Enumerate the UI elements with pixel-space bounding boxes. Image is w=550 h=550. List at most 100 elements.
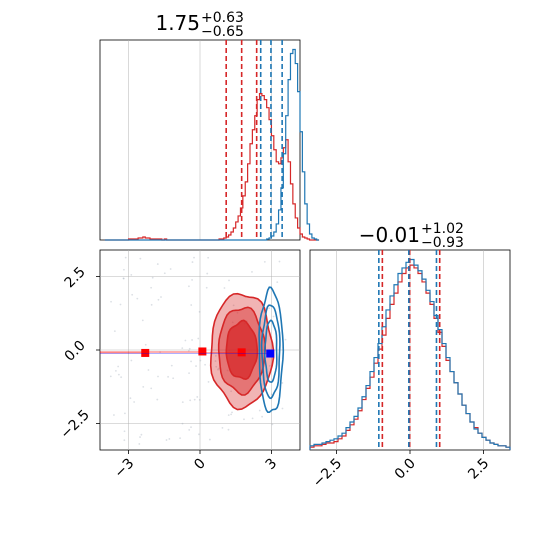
- quantile-lines-top-left: [225, 40, 283, 240]
- scatter-point: [139, 257, 142, 260]
- scatter-point: [140, 433, 143, 436]
- scatter-point: [221, 426, 224, 429]
- marker-point-3: [266, 349, 275, 358]
- scatter-point: [139, 436, 141, 438]
- scatter-point: [165, 439, 168, 441]
- scatter-point: [258, 409, 261, 412]
- scatter-point: [179, 437, 182, 440]
- scatter-point: [206, 272, 209, 275]
- scatter-point: [109, 375, 112, 378]
- scatter-point: [141, 319, 144, 322]
- bl-y-tick-label-1: 0.0: [62, 338, 89, 365]
- contour-1-1: [260, 304, 281, 400]
- scatter-point: [138, 443, 141, 445]
- scatter-point: [169, 268, 172, 270]
- scatter-point: [117, 373, 120, 376]
- scatter-point: [197, 337, 200, 340]
- scatter-point: [117, 365, 120, 368]
- quantile-lines-bottom-right: [378, 250, 441, 450]
- scatter-point: [271, 423, 274, 426]
- scatter-point: [131, 293, 134, 296]
- scatter-point: [144, 343, 147, 346]
- scatter-points: [109, 256, 287, 445]
- scatter-point: [122, 277, 125, 280]
- scatter-point: [198, 398, 201, 401]
- br-x-tick-label-2: 2.5: [465, 456, 492, 483]
- scatter-point: [251, 271, 253, 273]
- scatter-point: [272, 315, 275, 318]
- scatter-point: [207, 256, 210, 259]
- x-tick-labels-bottom-left: −3 0 3: [111, 450, 280, 481]
- scatter-point: [190, 426, 192, 429]
- scatter-point: [227, 414, 230, 417]
- scatter-point: [157, 298, 160, 301]
- scatter-point: [284, 338, 287, 341]
- scatter-point: [157, 375, 159, 378]
- title-top-left-value: 1.75: [155, 11, 200, 35]
- scatter-point: [227, 428, 230, 431]
- scatter-point: [167, 375, 169, 378]
- scatter-point: [170, 364, 173, 367]
- scatter-point: [208, 438, 211, 441]
- bl-y-tick-label-0: 2.5: [62, 264, 89, 291]
- scatter-point: [133, 401, 136, 403]
- scatter-point: [205, 286, 208, 289]
- tl-histogram-series-0: [104, 93, 320, 241]
- bl-x-tick-label-2: 3: [263, 456, 281, 474]
- bl-x-tick-label-0: −3: [111, 456, 137, 482]
- scatter-point: [199, 359, 202, 362]
- marginal-histogram-y: −2.5 0.0 2.5 −0.01 +1.02 −0.93: [309, 221, 511, 491]
- scatter-point: [110, 300, 112, 303]
- scatter-point: [181, 347, 184, 350]
- scatter-point: [231, 321, 234, 324]
- scatter-point: [231, 411, 233, 414]
- contour-1-0: [258, 286, 285, 413]
- scatter-point: [263, 260, 266, 263]
- scatter-point: [172, 377, 175, 380]
- scatter-point: [204, 363, 206, 366]
- scatter-point: [150, 387, 153, 390]
- scatter-point: [150, 303, 153, 306]
- scatter-point: [196, 396, 199, 398]
- x-tick-labels-bottom-right: −2.5 0.0 2.5: [310, 450, 492, 491]
- scatter-point: [198, 433, 200, 436]
- scatter-point: [130, 359, 133, 362]
- scatter-point: [191, 339, 193, 341]
- scatter-point: [214, 354, 217, 357]
- scatter-point: [123, 439, 126, 442]
- scatter-point: [151, 276, 154, 279]
- scatter-point: [188, 285, 190, 288]
- bl-y-tick-label-2: −2.5: [57, 407, 92, 442]
- scatter-point: [122, 277, 125, 280]
- scatter-point: [278, 260, 281, 263]
- scatter-point: [114, 369, 117, 372]
- scatter-point: [191, 261, 194, 263]
- scatter-point: [251, 417, 254, 420]
- scatter-point: [281, 382, 284, 384]
- tl-histogram-series-1: [104, 48, 320, 241]
- scatter-point: [230, 390, 233, 393]
- br-x-tick-label-0: −2.5: [310, 456, 345, 491]
- scatter-point: [160, 296, 162, 298]
- bl-x-tick-label-1: 0: [191, 456, 209, 474]
- scatter-point: [120, 376, 123, 379]
- scatter-point: [156, 398, 159, 401]
- scatter-point: [188, 347, 191, 350]
- title-bottom-right-upper: +1.02: [421, 221, 464, 237]
- scatter-point: [207, 381, 210, 383]
- scatter-point: [261, 415, 264, 418]
- marker-point-2: [237, 348, 246, 357]
- scatter-point: [191, 279, 193, 281]
- scatter-point: [230, 413, 233, 416]
- scatter-point: [223, 287, 226, 289]
- histogram-series-top-left: [104, 48, 320, 241]
- scatter-point: [198, 310, 201, 313]
- y-tick-labels-bottom-left: 2.5 0.0 −2.5: [57, 264, 100, 442]
- scatter-point: [276, 281, 279, 284]
- scatter-point: [190, 360, 192, 363]
- scatter-point: [168, 438, 171, 440]
- scatter-point: [193, 398, 196, 401]
- contour-1-2: [263, 319, 278, 383]
- scatter-point: [243, 418, 245, 421]
